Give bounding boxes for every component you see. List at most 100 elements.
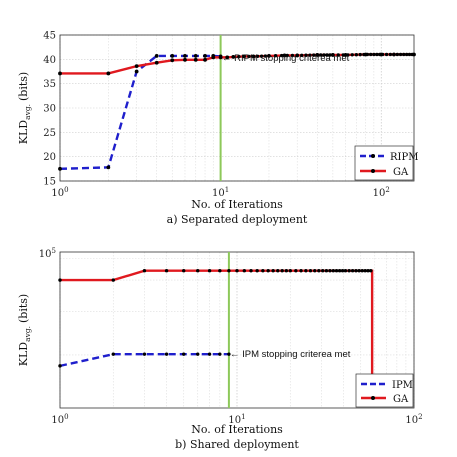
bottom-series-ga-point <box>350 269 355 273</box>
top-series-ga-point <box>267 54 271 58</box>
top-y-tick-label: 15 <box>43 177 56 188</box>
top-x-tick-label: 102 <box>373 186 390 199</box>
bottom-legend-ga-label: GA <box>393 394 409 405</box>
top-series-ga-point <box>331 53 335 57</box>
top-series-ga-point <box>407 52 412 57</box>
bottom-series-ga-point <box>340 269 345 273</box>
bottom-series-ga-point <box>111 278 115 282</box>
top-series-ga-point <box>290 53 295 58</box>
bottom-series-ipm-point <box>196 352 200 356</box>
bottom-legend: IPM GA <box>355 373 414 408</box>
top-x-ticks: 100 101 102 <box>51 186 389 199</box>
bottom-caption: b) Shared deployment <box>175 438 299 451</box>
bottom-x-tick-label: 100 <box>51 413 68 426</box>
bottom-series-ga-point <box>328 269 332 273</box>
top-series-ripm-point <box>106 165 111 170</box>
bottom-series-ipm-point <box>227 352 231 356</box>
bottom-series-ipm-point <box>58 364 62 368</box>
bottom-series-ga-point <box>266 269 270 273</box>
bottom-series-ga-point <box>354 269 358 273</box>
bottom-series-ga-point <box>308 269 313 273</box>
bottom-series-ga-point <box>321 269 325 273</box>
top-series-ga-point <box>295 53 299 58</box>
bottom-series-ga-point <box>360 269 364 273</box>
bottom-series-ga-point <box>280 269 284 273</box>
bottom-series-ga-point <box>164 269 169 273</box>
bottom-series-ga-point <box>299 269 303 273</box>
top-series-ga-point <box>285 53 289 58</box>
bottom-series-ga-point <box>284 269 289 273</box>
top-series-ga-point <box>378 52 382 57</box>
bottom-series-ga-point <box>58 278 62 282</box>
bottom-series-ga-point <box>255 269 259 273</box>
top-series-ga-point <box>279 53 284 58</box>
top-series-ga-point <box>384 52 389 57</box>
top-series-ga-point <box>308 53 312 57</box>
top-series-ga-point <box>225 55 229 60</box>
bottom-series-ga-point <box>276 269 280 273</box>
bottom-series <box>58 269 375 392</box>
top-series-ripm-point <box>193 54 198 58</box>
top-series-ga-point <box>325 53 329 57</box>
top-series-ga-point <box>259 54 264 58</box>
bottom-y-tick-label: 105 <box>39 247 56 260</box>
bottom-legend-box <box>355 373 414 408</box>
top-series-ripm-point <box>58 166 62 171</box>
bottom-series-ipm-point <box>207 352 212 356</box>
top-caption: a) Separated deployment <box>167 213 308 226</box>
bottom-series-ga-point <box>271 269 275 273</box>
top-x-tick-label: 101 <box>212 186 229 199</box>
bottom-series-ipm-point <box>111 352 115 356</box>
top-series-ga-point <box>341 53 345 57</box>
top-series-ripm-point <box>134 69 139 74</box>
top-series-ga-point <box>282 53 287 58</box>
bottom-series-ga-point <box>227 269 231 273</box>
bottom-x-tick-label: 102 <box>405 413 422 426</box>
bottom-series-ga-point <box>331 269 336 273</box>
bottom-x-tick-label: 101 <box>228 413 245 426</box>
top-series-ga-point <box>106 71 111 76</box>
top-series-ga-point <box>395 52 400 57</box>
top-series-ga-point <box>312 53 316 57</box>
bottom-legend-ipm-label: IPM <box>392 380 413 391</box>
bottom-series-ga-point <box>249 269 253 273</box>
bottom-series-ga-point <box>334 269 339 273</box>
top-series-ga-point <box>354 53 359 57</box>
bottom-series-ipm-point <box>142 352 147 356</box>
bottom-series-ga-point <box>218 269 222 273</box>
top-series-ga-point <box>372 52 376 57</box>
top-y-label: KLDavg.(bits) <box>17 72 32 144</box>
top-series-ga-point <box>211 55 216 60</box>
bottom-series-ga-point <box>235 269 239 273</box>
bottom-series-ga-point <box>304 269 308 273</box>
bottom-series-ga-point <box>207 269 212 273</box>
bottom-series-ga-point <box>317 269 321 273</box>
bottom-chart: 105 100 101 102 ← IPM stopping criterea me… <box>17 247 423 451</box>
top-series-ga-point <box>365 52 370 57</box>
top-series-ga-point <box>328 53 332 57</box>
bottom-series-ipm-point <box>182 352 186 356</box>
top-series-ga-point <box>247 54 251 59</box>
bottom-series-ga-point <box>363 269 367 273</box>
top-x-label: No. of Iterations <box>191 198 283 211</box>
bottom-series-ga-point <box>142 269 147 273</box>
top-series-ga-point <box>154 60 159 65</box>
top-series-ga-point <box>183 57 187 62</box>
top-series-ga-point <box>203 57 207 62</box>
top-y-tick-label: 30 <box>43 104 56 115</box>
bottom-series-ga-point <box>369 269 373 273</box>
top-y-tick-label: 45 <box>43 31 56 42</box>
bottom-series-ga-line <box>60 269 374 390</box>
top-legend-ripm-label: RIPM <box>390 152 418 163</box>
top-series-ga-point <box>362 52 366 57</box>
top-series-ga-point <box>346 53 350 57</box>
top-chart: 15 20 25 30 35 40 45 100 101 102 ← RIPM stopping… <box>17 31 418 227</box>
top-y-tick-label: 40 <box>43 55 56 66</box>
top-series-ga-point <box>170 58 175 63</box>
top-series-ga-point <box>388 52 393 57</box>
bottom-plot-frame <box>59 251 415 409</box>
top-series-ga-point <box>304 53 308 57</box>
top-series-ga-point <box>242 54 246 59</box>
bottom-series-ga-point <box>337 269 342 273</box>
top-legend-ga-label: GA <box>393 167 409 178</box>
